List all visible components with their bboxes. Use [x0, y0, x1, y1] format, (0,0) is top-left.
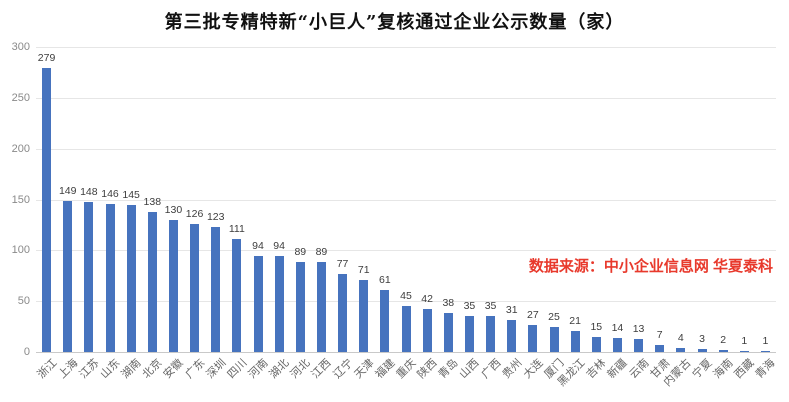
bar-value-label: 4: [677, 332, 684, 344]
bar: [338, 274, 348, 352]
bar: [676, 348, 686, 352]
bar-value-label: 1: [741, 335, 748, 347]
bar: [295, 262, 305, 352]
bar-value-label: 45: [400, 290, 412, 302]
bar-value-label: 130: [164, 204, 183, 216]
bar: [591, 337, 601, 352]
bar-value-label: 111: [228, 223, 245, 235]
y-axis-tick-label: 50: [17, 295, 30, 308]
bar: [274, 256, 284, 352]
y-axis-tick-label: 300: [11, 41, 30, 53]
bar-value-label: 126: [185, 208, 204, 220]
bar-value-label: 7: [656, 329, 663, 341]
y-axis-tick-label: 0: [23, 346, 30, 358]
bar: [126, 205, 136, 352]
bar: [253, 256, 263, 352]
bar: [697, 349, 707, 352]
bar: [549, 327, 559, 352]
bar-value-label: 149: [58, 185, 77, 197]
bar-value-label: 145: [122, 189, 140, 201]
bar-value-label: 27: [527, 309, 539, 321]
bar: [168, 220, 178, 352]
bar: [359, 280, 369, 352]
bar-value-label: 2: [720, 334, 727, 346]
bar-value-label: 123: [206, 211, 225, 223]
bar-value-label: 25: [548, 311, 560, 323]
bar: [63, 201, 73, 352]
bar: [84, 202, 94, 352]
bar: [316, 262, 326, 352]
bar: [739, 351, 749, 352]
bar: [486, 316, 496, 352]
y-axis-tick-label: 150: [11, 193, 30, 206]
data-source-note: 数据来源：中小企业信息网 华夏泰科: [528, 258, 773, 275]
bar-value-label: 31: [505, 304, 518, 316]
bar-value-label: 14: [611, 322, 624, 334]
bar-value-label: 15: [590, 321, 603, 333]
bar-value-label: 13: [632, 323, 645, 335]
bar-value-label: 61: [379, 274, 391, 286]
bar-value-label: 89: [315, 246, 328, 258]
bar: [507, 320, 517, 352]
bar-value-label: 42: [421, 293, 433, 305]
bar-value-label: 148: [80, 186, 98, 198]
bar: [190, 224, 200, 352]
bar-value-label: 71: [357, 264, 370, 276]
bar-value-label: 35: [484, 300, 497, 312]
bar-value-label: 138: [143, 196, 162, 208]
bar: [634, 339, 644, 352]
bar-value-label: 21: [569, 315, 581, 327]
bar-value-label: 35: [463, 300, 476, 312]
bar: [570, 331, 580, 352]
bar-value-label: 94: [273, 240, 285, 252]
gridline: [36, 250, 776, 252]
bar: [422, 309, 432, 352]
bar-value-label: 89: [294, 246, 307, 258]
bar: [760, 351, 770, 352]
bar: [718, 350, 728, 352]
bar: [105, 204, 115, 352]
y-axis-tick-label: 100: [11, 244, 30, 257]
gridline: [36, 47, 776, 48]
bar-value-label: 94: [252, 240, 264, 252]
gridline: [36, 301, 776, 303]
y-axis-tick-label: 250: [11, 91, 30, 104]
bar-value-label: 1: [762, 335, 769, 347]
bar: [401, 306, 411, 352]
bar: [380, 290, 390, 352]
bar: [42, 68, 52, 352]
bar: [443, 313, 453, 352]
bar: [655, 345, 665, 352]
chart-title: 第三批专精特新“小巨人”复核通过企业公示数量（家）: [164, 12, 625, 33]
bar-value-label: 77: [336, 258, 349, 270]
gridline: [36, 199, 776, 201]
gridline: [36, 352, 776, 353]
bar: [211, 227, 221, 352]
bar-value-label: 279: [37, 52, 56, 64]
bar-value-label: 146: [101, 188, 119, 200]
gridline: [36, 148, 776, 150]
bar: [464, 316, 474, 352]
bar: [528, 325, 538, 352]
bar-value-label: 38: [442, 297, 455, 309]
bar: [147, 212, 157, 352]
y-axis-tick-label: 200: [11, 142, 30, 155]
bar: [612, 338, 622, 352]
bar: [232, 239, 242, 352]
gridline: [36, 97, 776, 99]
bar-value-label: 3: [699, 333, 705, 345]
